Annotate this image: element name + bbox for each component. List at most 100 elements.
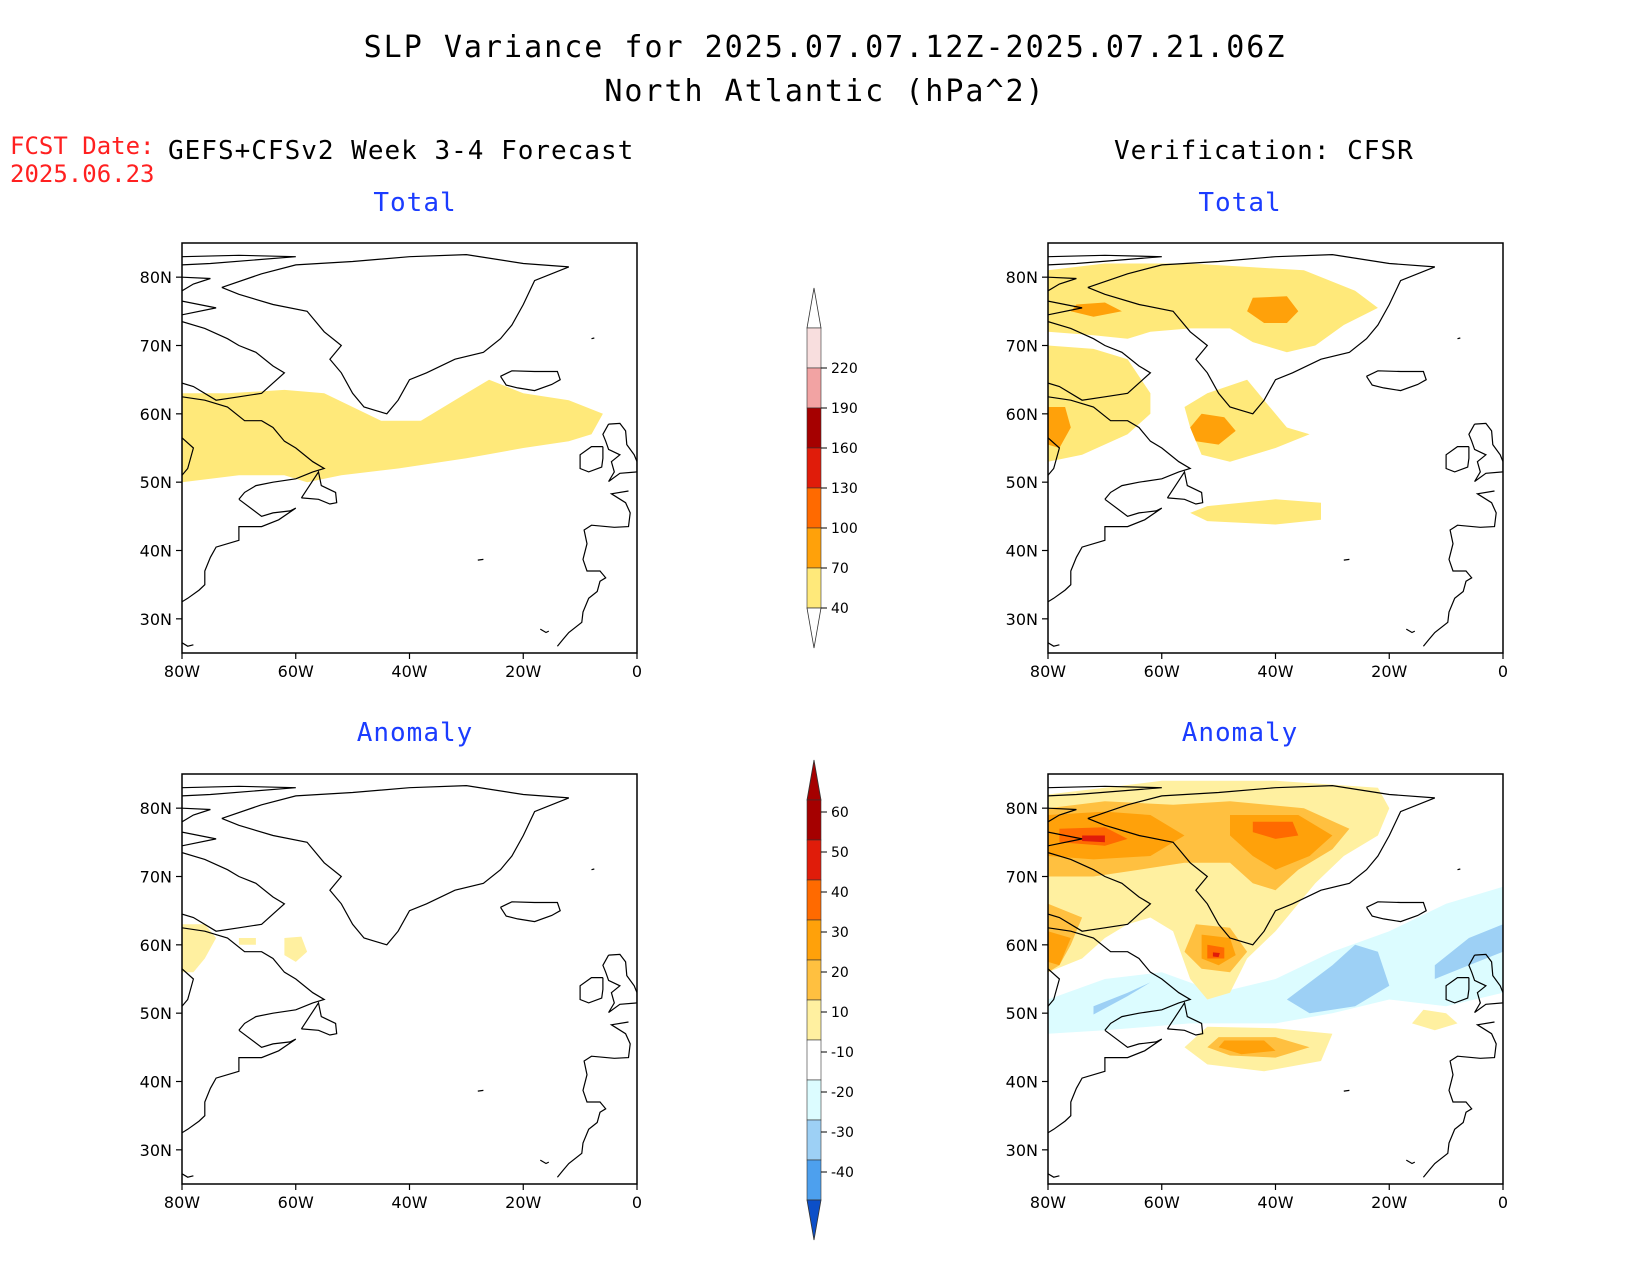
lat-label: 60N	[1006, 936, 1038, 955]
coastline	[1468, 953, 1503, 1013]
colorbar-label: 40	[831, 601, 849, 617]
lon-label: 40W	[391, 662, 427, 681]
coastline	[1343, 558, 1350, 561]
coastline	[1048, 437, 1061, 476]
colorbar-swatch	[806, 367, 822, 409]
coastline	[1457, 337, 1461, 340]
lat-label: 40N	[1006, 1073, 1038, 1092]
coastline	[1048, 831, 1083, 847]
shaded-region	[1048, 886, 1503, 1034]
coastline	[1048, 498, 1163, 603]
coastline	[579, 446, 604, 473]
lon-label: 20W	[505, 1193, 541, 1212]
map-field-verif-total	[1048, 253, 1503, 647]
coastline	[221, 784, 570, 946]
panel-subtitle-fcst-anomaly: Anomaly	[356, 718, 474, 748]
colorbar-swatch	[806, 999, 822, 1041]
lon-label: 80W	[1030, 662, 1066, 681]
shaded-region	[1082, 835, 1105, 843]
coastline	[477, 558, 484, 561]
colorbar-label: -30	[831, 1125, 854, 1141]
panel-subtitle-verif-total: Total	[1198, 188, 1282, 218]
colorbar-label: -10	[831, 1045, 854, 1061]
lat-label: 40N	[1006, 542, 1038, 561]
colorbar-swatch	[806, 407, 822, 449]
coastline	[539, 1159, 550, 1165]
coastline	[182, 1029, 297, 1134]
shaded-region	[1412, 1009, 1458, 1031]
shaded-region	[1093, 982, 1151, 1015]
coastline	[1048, 276, 1077, 292]
coastline	[221, 253, 570, 415]
colorbar-label: 40	[831, 885, 849, 901]
lat-label: 80N	[140, 799, 172, 818]
map-field-fcst-anomaly	[182, 784, 637, 1178]
lat-label: 50N	[1006, 1004, 1038, 1023]
lat-label: 70N	[140, 337, 172, 356]
coastline	[1048, 785, 1162, 797]
coastline	[1048, 1173, 1060, 1178]
lat-label: 70N	[1006, 868, 1038, 887]
coastline	[182, 1173, 194, 1178]
colorbar-label: 20	[831, 965, 849, 981]
coastline	[1405, 628, 1416, 634]
lon-label: 0	[632, 662, 642, 681]
shaded-region	[1190, 413, 1236, 445]
map-panel-verif-anomaly: 80N 70N 60N 50N 40N 30N 80W 60W 40W 20W 0	[1006, 773, 1508, 1212]
shaded-region	[1218, 1040, 1276, 1055]
shaded-region	[182, 379, 603, 483]
shaded-region	[284, 936, 308, 962]
coastline	[579, 977, 604, 1004]
coastline	[1048, 321, 1152, 401]
coastline	[1445, 446, 1470, 473]
map-field-verif-anomaly	[1048, 780, 1503, 1178]
shaded-region	[238, 938, 256, 945]
coastline	[182, 927, 326, 1031]
lat-label: 30N	[140, 1141, 172, 1160]
coastline	[182, 396, 326, 500]
lat-label: 50N	[140, 1004, 172, 1023]
lat-label: 30N	[1006, 1141, 1038, 1160]
colorbar-swatch	[806, 1119, 822, 1161]
lon-label: 60W	[278, 1193, 314, 1212]
lon-label: 60W	[278, 662, 314, 681]
coastline	[1048, 968, 1061, 1007]
lat-label: 80N	[140, 268, 172, 287]
lon-label: 0	[632, 1193, 642, 1212]
colorbar-swatch	[806, 1039, 822, 1081]
coastline	[1087, 784, 1436, 946]
coastline	[182, 807, 211, 823]
colorbar-label: 10	[831, 1005, 849, 1021]
lat-label: 50N	[140, 473, 172, 492]
coastline	[1048, 254, 1162, 266]
colorbar-swatch	[806, 839, 822, 881]
colorbar-swatch	[806, 879, 822, 921]
panel-subtitle-verif-anomaly: Anomaly	[1181, 718, 1299, 748]
verification-column-header: Verification: CFSR	[1114, 136, 1414, 166]
colorbar-label: 30	[831, 925, 849, 941]
fcst-date-value: 2025.06.23	[10, 160, 155, 188]
lat-label: 60N	[140, 936, 172, 955]
coastline	[182, 276, 211, 292]
lat-label: 50N	[1006, 473, 1038, 492]
coastline	[1422, 1021, 1497, 1178]
shaded-region	[1212, 952, 1220, 958]
coastline	[182, 785, 296, 797]
coastline	[591, 868, 595, 871]
coastline	[182, 437, 195, 476]
lat-label: 70N	[1006, 337, 1038, 356]
colorbar-swatch	[806, 567, 822, 609]
coastline	[1468, 422, 1503, 482]
colorbar-label: 50	[831, 845, 849, 861]
coastline	[499, 901, 561, 923]
colorbar-arrow-bottom	[806, 607, 822, 649]
coastline	[602, 953, 637, 1013]
colorbar-swatch	[806, 799, 822, 841]
fcst-date-label: FCST Date:	[10, 132, 155, 160]
coastline	[1343, 1089, 1350, 1092]
shaded-region	[1048, 345, 1151, 462]
shaded-region	[1434, 924, 1503, 979]
coastline	[539, 628, 550, 634]
coastline	[1365, 370, 1427, 392]
coastline	[1457, 868, 1461, 871]
